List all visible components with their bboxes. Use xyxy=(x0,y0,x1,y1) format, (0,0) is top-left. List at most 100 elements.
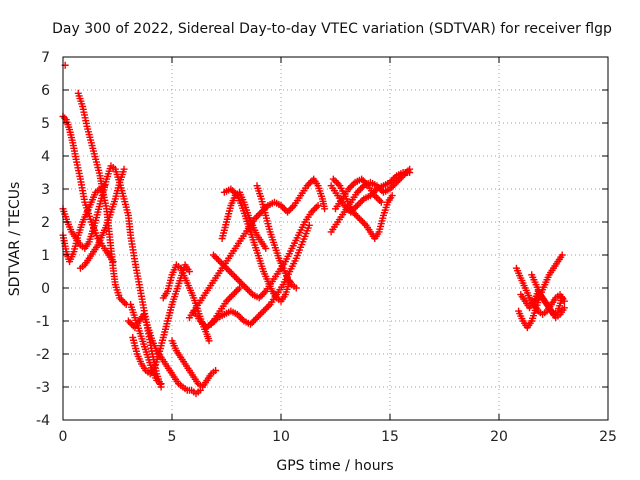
data-point xyxy=(254,211,262,219)
x-tick-label: 25 xyxy=(599,429,617,445)
data-point xyxy=(216,258,224,266)
data-point xyxy=(357,216,365,224)
plot-frame xyxy=(62,56,609,421)
series-arc-w xyxy=(515,251,566,332)
data-point xyxy=(264,302,272,310)
y-tick-label: -4 xyxy=(36,413,50,429)
data-point xyxy=(236,284,244,292)
data-point xyxy=(352,211,360,219)
data-point xyxy=(224,296,232,304)
data-point xyxy=(237,279,245,287)
series-arc-i xyxy=(168,337,220,391)
data-point xyxy=(377,198,385,206)
data-point xyxy=(355,200,363,208)
y-tick-label: 7 xyxy=(41,50,50,66)
data-point xyxy=(374,195,382,203)
data-point xyxy=(288,203,296,211)
data-point xyxy=(329,175,337,183)
data-point xyxy=(236,277,244,285)
data-point xyxy=(285,206,293,214)
series-arc-b xyxy=(59,162,165,391)
data-point xyxy=(331,177,339,185)
series-arc-u xyxy=(332,175,385,213)
data-point xyxy=(224,266,232,274)
x-tick-label: 10 xyxy=(272,429,290,445)
x-tick-label: 15 xyxy=(381,429,399,445)
data-point xyxy=(212,367,220,374)
data-point xyxy=(263,304,271,312)
data-point xyxy=(255,312,263,320)
data-point xyxy=(406,165,414,173)
y-tick-label: -2 xyxy=(36,347,50,363)
y-tick-label: 0 xyxy=(41,281,50,297)
tick-labels: 0 5 10 15 20 25 -4 -3 -2 -1 0 1 2 3 4 5 6 7 xyxy=(36,50,617,445)
data-point xyxy=(258,309,266,317)
series-arc-c xyxy=(74,89,130,308)
data-point xyxy=(314,202,322,209)
data-point xyxy=(240,282,248,290)
data-point xyxy=(389,175,397,183)
data-point xyxy=(234,286,242,294)
data-point xyxy=(242,284,250,292)
data-point xyxy=(128,320,136,328)
data-point xyxy=(257,292,265,300)
data-point xyxy=(321,205,329,213)
data-point xyxy=(346,183,354,191)
series-arc-p xyxy=(253,182,300,292)
x-tick-label: 0 xyxy=(59,429,68,445)
data-point xyxy=(237,314,245,322)
data-point xyxy=(284,208,292,216)
data-point xyxy=(119,297,127,305)
y-tick-label: 1 xyxy=(41,248,50,264)
data-point xyxy=(312,203,320,211)
data-point xyxy=(558,251,566,259)
data-point xyxy=(227,292,235,300)
data-point xyxy=(305,221,313,229)
data-point xyxy=(213,254,221,262)
y-tick-label: 6 xyxy=(41,83,50,99)
data-point xyxy=(229,271,237,279)
axis-ticks xyxy=(62,56,609,421)
y-tick-label: -1 xyxy=(36,314,50,330)
data-point xyxy=(253,314,261,322)
data-point xyxy=(121,299,129,307)
data-point xyxy=(292,284,300,292)
data-point xyxy=(287,205,295,213)
data-point xyxy=(311,205,319,213)
data-point xyxy=(231,289,239,297)
data-point xyxy=(256,210,264,218)
data-point xyxy=(231,272,239,280)
data-point xyxy=(245,287,253,295)
data-point xyxy=(357,198,365,206)
chart-title: Day 300 of 2022, Sidereal Day-to-day VTE… xyxy=(52,21,612,37)
data-point xyxy=(198,319,206,327)
data-point xyxy=(393,178,401,186)
data-point xyxy=(120,165,128,173)
data-point xyxy=(227,269,235,277)
data-points xyxy=(59,61,568,398)
y-axis-label: SDTVAR / TECUs xyxy=(7,182,23,297)
data-point xyxy=(229,291,237,299)
data-point xyxy=(376,197,384,205)
data-point xyxy=(124,317,132,325)
data-point xyxy=(157,380,165,388)
data-point xyxy=(306,178,314,186)
data-point xyxy=(226,294,234,302)
series-arc-e xyxy=(76,165,128,272)
data-point xyxy=(357,185,365,193)
data-point xyxy=(391,180,399,188)
data-point xyxy=(100,182,108,190)
data-point xyxy=(256,310,264,318)
data-point xyxy=(232,274,240,282)
y-tick-label: 5 xyxy=(41,116,50,132)
data-point xyxy=(402,169,410,176)
data-point xyxy=(394,177,402,185)
series-arc-j xyxy=(127,301,165,388)
data-point xyxy=(353,202,361,209)
data-point xyxy=(260,289,268,297)
x-tick-label: 5 xyxy=(168,429,177,445)
data-point xyxy=(354,213,362,221)
data-point xyxy=(348,182,356,190)
y-tick-label: 2 xyxy=(41,215,50,231)
